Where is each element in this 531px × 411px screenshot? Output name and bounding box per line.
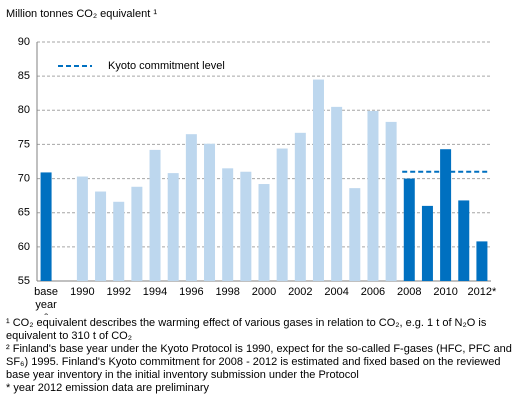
bar bbox=[222, 168, 234, 281]
bar bbox=[276, 148, 288, 281]
x-tick-label: 1998 bbox=[215, 286, 239, 298]
bar bbox=[76, 176, 88, 281]
bar bbox=[185, 134, 197, 281]
legend-label: Kyoto commitment level bbox=[108, 60, 225, 72]
footnotes: ¹ CO₂ equivalent describes the warming e… bbox=[6, 317, 526, 395]
x-tick-label: 2008 bbox=[397, 286, 421, 298]
y-tick-label: 70 bbox=[18, 172, 30, 184]
x-tick-label: 2000 bbox=[252, 286, 276, 298]
bar bbox=[294, 132, 306, 281]
y-tick-label: 85 bbox=[18, 70, 30, 82]
x-tick-label: 2002 bbox=[288, 286, 312, 298]
y-tick-label: 55 bbox=[18, 275, 30, 287]
bar bbox=[385, 121, 397, 281]
y-tick-label: 90 bbox=[18, 36, 30, 48]
x-tick-label: 1992 bbox=[106, 286, 130, 298]
x-tick-label: 2006 bbox=[361, 286, 385, 298]
x-tick-label: 2004 bbox=[324, 286, 348, 298]
bar bbox=[204, 143, 216, 281]
bar bbox=[131, 186, 143, 281]
x-tick-label: 1994 bbox=[143, 286, 167, 298]
bar bbox=[421, 205, 433, 281]
bar bbox=[240, 171, 252, 281]
footnote: * year 2012 emission data are preliminar… bbox=[6, 382, 209, 394]
bar bbox=[331, 106, 343, 281]
bar bbox=[403, 178, 415, 281]
y-tick-label: 80 bbox=[18, 104, 30, 116]
bar bbox=[440, 149, 452, 281]
x-tick-label: 2010 bbox=[433, 286, 457, 298]
x-tick-label: 1996 bbox=[179, 286, 203, 298]
x-tick-label: 1990 bbox=[70, 286, 94, 298]
bar bbox=[367, 110, 379, 282]
bar bbox=[349, 188, 361, 281]
bar bbox=[113, 201, 125, 281]
y-axis-title: Million tonnes CO₂ equivalent ¹ bbox=[6, 8, 157, 20]
bar bbox=[149, 149, 161, 281]
x-tick-label: baseyear² bbox=[34, 286, 58, 315]
y-tick-label: 65 bbox=[18, 207, 30, 219]
bar bbox=[40, 172, 52, 281]
bar bbox=[167, 173, 179, 281]
x-tick-label: 2012* bbox=[468, 286, 497, 298]
bar bbox=[95, 191, 107, 281]
footnote: ² Finland's base year under the Kyoto Pr… bbox=[6, 343, 512, 381]
bar bbox=[312, 79, 324, 281]
y-tick-label: 60 bbox=[18, 241, 30, 253]
bar bbox=[476, 241, 488, 281]
y-tick-label: 75 bbox=[18, 138, 30, 150]
chart: Million tonnes CO₂ equivalent ¹ 55 60 65 70… bbox=[6, 8, 497, 315]
footnote: ¹ CO₂ equivalent describes the warming e… bbox=[6, 317, 487, 342]
bar bbox=[258, 184, 270, 281]
bar bbox=[458, 200, 470, 281]
